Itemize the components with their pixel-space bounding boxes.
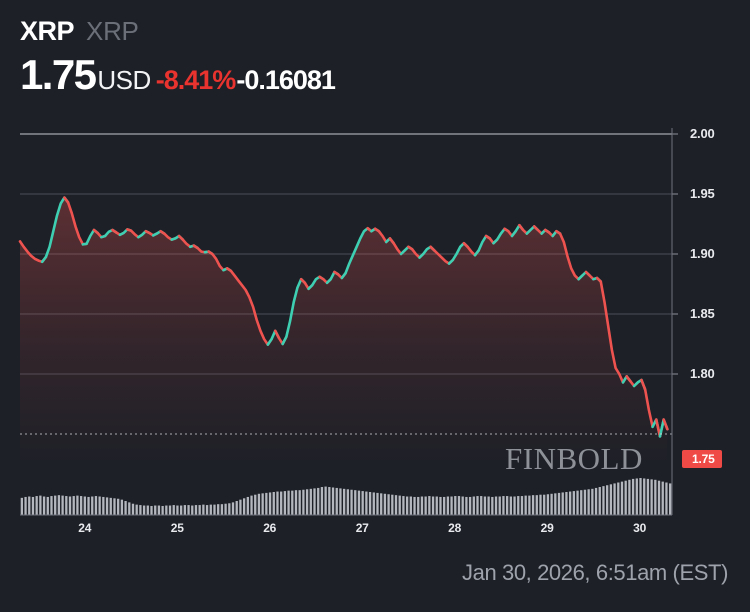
price-line	[18, 196, 669, 438]
y-axis-tick: 1.95	[690, 186, 715, 201]
area-fill	[20, 197, 668, 470]
x-axis-tick: 28	[448, 521, 462, 535]
quote-price: 1.75	[20, 51, 97, 98]
y-axis-tick: 1.90	[690, 246, 715, 261]
x-axis-tick: 25	[170, 521, 184, 535]
ticker-row: XRP XRP	[20, 16, 720, 48]
timestamp: Jan 30, 2026, 6:51am (EST)	[462, 560, 728, 585]
volume-bars	[20, 478, 672, 516]
x-axis-tick: 26	[263, 521, 277, 535]
x-axis-tick: 30	[633, 521, 647, 535]
quote-currency: USD	[97, 65, 151, 95]
quote-header: XRP XRP 1.75 USD -8.41% -0.16081	[20, 16, 720, 98]
current-price-badge: 1.75	[682, 450, 722, 468]
quote-change-absolute: -0.16081	[236, 65, 336, 95]
x-axis-tick: 29	[540, 521, 554, 535]
ticker-name: XRP	[86, 16, 139, 46]
y-axis-tick: 1.85	[690, 306, 715, 321]
y-axis-tick: 1.80	[690, 366, 715, 381]
quote-row: 1.75 USD -8.41% -0.16081	[20, 54, 720, 98]
x-axis-tick: 24	[78, 521, 92, 535]
ticker-symbol: XRP	[20, 16, 75, 46]
y-axis-tick: 2.00	[690, 126, 715, 141]
x-axis-tick: 27	[355, 521, 369, 535]
quote-change-percent: -8.41%	[155, 65, 237, 95]
